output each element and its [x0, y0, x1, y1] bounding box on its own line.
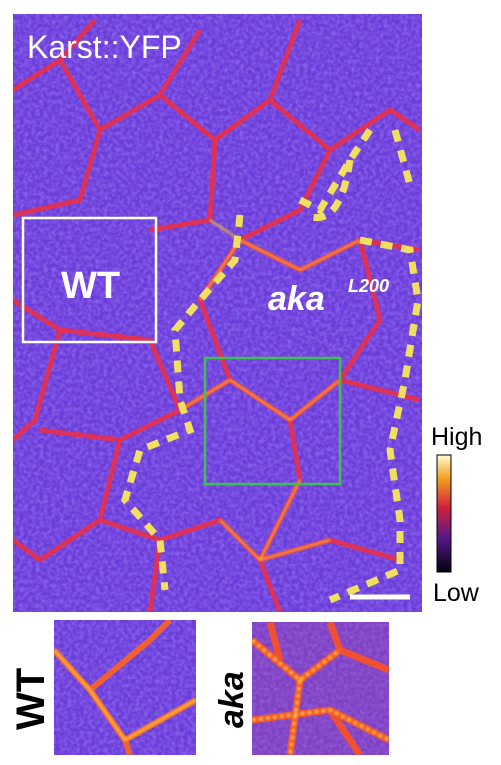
inset-wt-label: WT: [9, 668, 53, 730]
mutant-inset: [252, 622, 389, 755]
wt-box: [21, 216, 158, 344]
mutant-box: [203, 356, 342, 486]
mutant-label: aka: [268, 280, 325, 318]
marker-label: Karst::YFP: [27, 29, 182, 65]
inset-mutant-label: aka: [213, 671, 251, 728]
high-label: High: [431, 423, 482, 451]
wt-label: WT: [61, 265, 120, 307]
micrograph: [13, 14, 422, 612]
allele-label: L200: [348, 276, 389, 296]
low-label: Low: [433, 579, 480, 607]
color-bar: [436, 454, 452, 573]
mutant-boundary: [121, 128, 422, 604]
wt-inset: [54, 620, 196, 755]
